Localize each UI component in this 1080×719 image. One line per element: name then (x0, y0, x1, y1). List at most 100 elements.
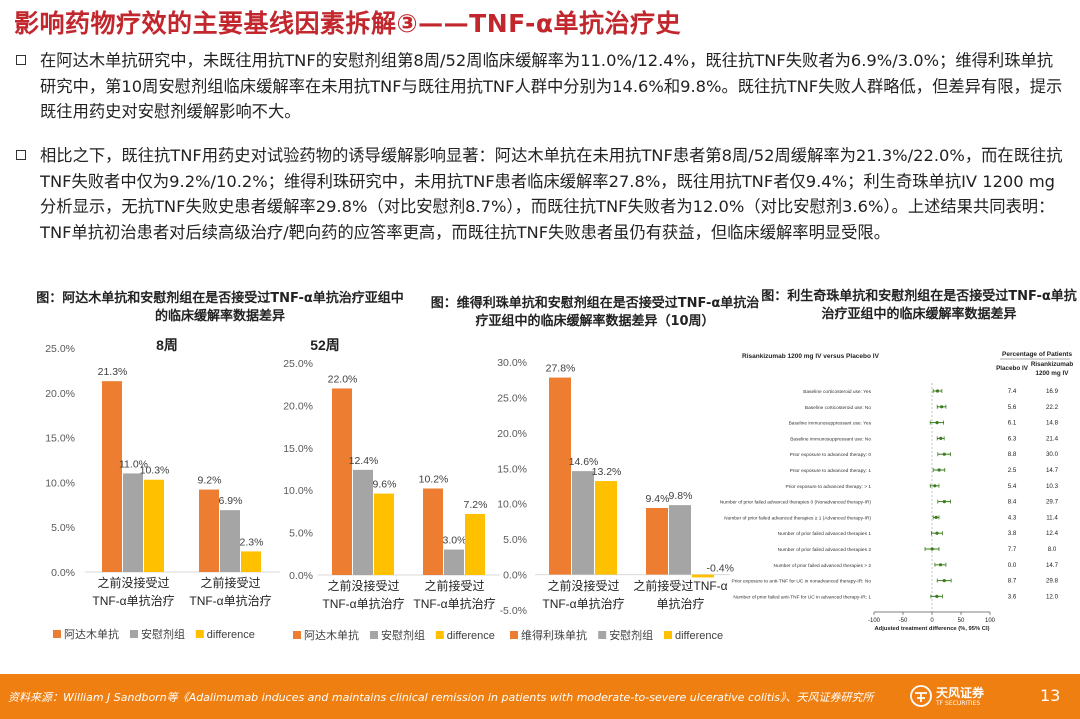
data-label: 12.4% (349, 455, 379, 467)
forest-drug-value: 16.9 (1046, 388, 1059, 395)
forest-point (942, 579, 946, 583)
y-tick-label: 20.0% (45, 388, 75, 400)
legend-adalimumab-52w: 阿达木单抗 安慰剂组 difference (293, 628, 495, 642)
forest-drug-value: 8.0 (1048, 546, 1057, 553)
y-tick-label: 5.0% (503, 534, 527, 546)
category-label: 之前没接受过 (327, 578, 399, 593)
bullet-point: 在阿达木单抗研究中，未既往用抗TNF的安慰剂组第8周/52周临床缓解率为11.0… (14, 48, 1069, 125)
bar (692, 574, 714, 578)
forest-point (935, 389, 940, 393)
charts-canvas: 0.0% 5.0% 10.0% 15.0% 20.0% 25.0% 8周 21.3% 11.0%… (45, 337, 1074, 642)
legend-adalimumab: 阿达木单抗 安慰剂组 difference (53, 627, 255, 641)
y-tick-label: 15.0% (283, 443, 313, 455)
data-label: 7.2% (464, 499, 488, 511)
legend-swatch (130, 630, 138, 638)
y-tick-label: 10.0% (45, 477, 75, 489)
bar (353, 469, 373, 575)
bullet-text: 在阿达木单抗研究中，未既往用抗TNF的安慰剂组第8周/52周临床缓解率为11.0… (40, 51, 1063, 121)
forest-drug-value: 29.8 (1046, 578, 1059, 585)
category-label: 之前接受过 (424, 578, 484, 593)
brand-logo: 天风证券 TF SECURITIES (910, 683, 1000, 711)
figure-caption-risankizumab: 图：利生奇珠单抗和安慰剂组在是否接受过TNF-α单抗治疗亚组中的临床缓解率数据差… (761, 289, 1077, 322)
forest-title: Risankizumab 1200 mg IV versus Placebo I… (742, 353, 880, 360)
forest-placebo-value: 3.8 (1008, 530, 1017, 537)
data-label: 21.3% (98, 366, 128, 378)
legend-swatch (510, 631, 518, 639)
data-label: 9.2% (198, 475, 222, 487)
y-tick-label: 30.0% (497, 357, 527, 369)
forest-point (940, 405, 944, 409)
forest-placebo-value: 6.1 (1008, 420, 1017, 427)
forest-row-label: Number of prior failed advanced therapie… (774, 563, 872, 569)
data-label: 13.2% (592, 466, 622, 478)
forest-point (942, 500, 946, 504)
forest-x-tick-label: -100 (868, 618, 881, 624)
legend-vedolizumab: 维得利珠单抗 安慰剂组 difference (510, 628, 723, 642)
data-label: 14.6% (569, 456, 599, 468)
square-bullet-icon (16, 55, 26, 65)
y-tick-label: 0.0% (503, 570, 527, 582)
forest-placebo-value: 8.8 (1008, 451, 1017, 458)
forest-drug-value: 22.2 (1046, 404, 1059, 411)
category-label: TNF-α单抗治疗 (189, 593, 271, 608)
forest-point (934, 515, 938, 520)
forest-point (930, 547, 934, 551)
forest-point (933, 484, 937, 488)
data-label: 3.0% (443, 535, 467, 547)
forest-placebo-value: 5.6 (1008, 404, 1017, 411)
bar (549, 377, 571, 575)
bar (423, 488, 443, 575)
col-drug-header: Risankizumab (1031, 361, 1073, 368)
forest-drug-value: 14.7 (1046, 467, 1059, 474)
legend-label: difference (675, 630, 723, 642)
y-tick-label: 20.0% (497, 428, 527, 440)
forest-plot-risankizumab: Risankizumab 1200 mg IV versus Placebo I… (720, 351, 1074, 632)
bar (102, 381, 122, 572)
data-label: 10.2% (419, 474, 449, 486)
data-label: 10.3% (140, 465, 170, 477)
y-tick-label: 0.0% (289, 570, 313, 582)
legend-swatch (435, 631, 444, 639)
legend-swatch (293, 631, 301, 639)
bar (332, 388, 352, 575)
legend-label: 安慰剂组 (381, 628, 425, 642)
forest-header: Percentage of Patients (1002, 351, 1072, 358)
brand-name: 天风证券 (936, 686, 985, 700)
figure-caption-adalimumab: 图：阿达木单抗和安慰剂组在是否接受过TNF-α单抗治疗亚组中的临床缓解率数据差异 (36, 291, 404, 324)
chart-title: 52周 (310, 337, 340, 353)
legend-label: 维得利珠单抗 (521, 628, 587, 642)
forest-drug-value: 21.4 (1046, 435, 1059, 442)
bar-chart-vedolizumab: -5.0% 0.0% 5.0% 10.0% 15.0% 20.0% 25.0% 30.0% 27… (497, 357, 734, 617)
y-tick-label: 15.0% (497, 463, 527, 475)
data-label: 9.4% (646, 493, 670, 505)
forest-placebo-value: 5.4 (1008, 483, 1017, 490)
legend-label: 阿达木单抗 (64, 627, 119, 641)
legend-label: 安慰剂组 (141, 627, 185, 641)
y-tick-label: 0.0% (51, 567, 75, 579)
bar-chart-8-week: 0.0% 5.0% 10.0% 15.0% 20.0% 25.0% 8周 21.3% 11.0%… (45, 337, 280, 608)
y-tick-label: 25.0% (45, 343, 75, 355)
data-label: 2.3% (240, 536, 264, 548)
bar (374, 493, 394, 575)
category-label: TNF-α单抗治疗 (92, 593, 174, 608)
bar (144, 479, 164, 572)
data-label: 11.0% (119, 458, 148, 470)
forest-drug-value: 12.4 (1046, 530, 1059, 537)
forest-point (937, 468, 941, 472)
forest-drug-value: 11.4 (1046, 514, 1058, 521)
bullet-point: 相比之下，既往抗TNF用药史对试验药物的诱导缓解影响显著：阿达木单抗在未用抗TN… (14, 143, 1069, 245)
bar (444, 549, 464, 575)
forest-point (935, 421, 939, 425)
bar (465, 513, 485, 575)
category-label: TNF-α单抗治疗 (322, 596, 404, 611)
page-title: 影响药物疗效的主要基线因素拆解③——TNF-α单抗治疗史 (14, 9, 682, 38)
forest-placebo-value: 7.7 (1008, 546, 1017, 553)
forest-point (942, 452, 946, 456)
category-label: 之前没接受过 (97, 575, 169, 590)
forest-row-label: Prior exposure to advanced therapy: 0 (790, 452, 872, 458)
bar (595, 481, 617, 575)
forest-drug-value: 14.7 (1046, 562, 1059, 569)
legend-swatch (53, 630, 61, 638)
forest-row-label: Number of prior failed advanced therapie… (724, 515, 871, 521)
forest-row-label: Prior exposure to anti-TNF for UC in non… (732, 579, 872, 585)
